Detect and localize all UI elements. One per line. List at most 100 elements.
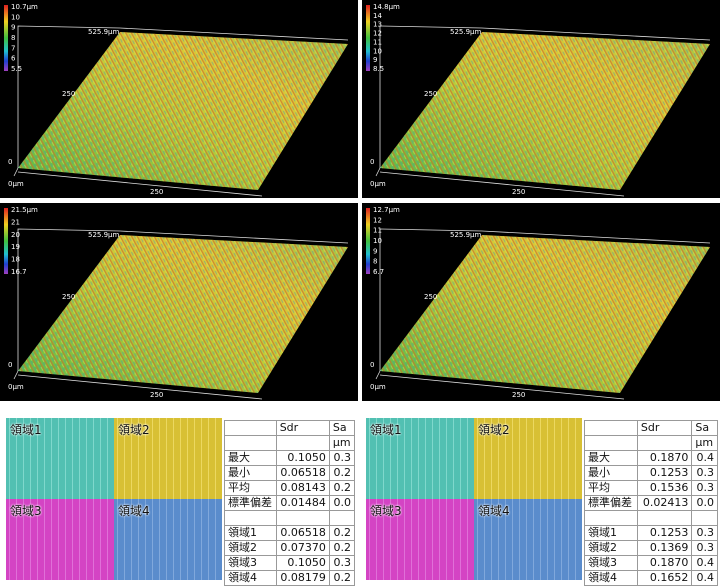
scale-label: 19 [11, 243, 20, 251]
region-quadrant: 領域2 [474, 418, 582, 499]
data-row: 標準偏差 0.02413 0.0 [584, 495, 718, 511]
row-label: 領域1 [224, 525, 277, 541]
data-row: 領域4 0.1652 0.4 [584, 570, 718, 586]
scale-label: 16.7 [11, 268, 27, 276]
value-cell: 0.1050 [275, 555, 330, 571]
data-row: 領域4 0.08179 0.2 [224, 570, 356, 586]
scale-label: 13 [373, 21, 382, 29]
column-header: Sa [328, 420, 356, 436]
color-bar [4, 208, 8, 274]
scale-label: 6 [11, 55, 16, 63]
surface-plot: 21.5μm 21 20 19 18 16.7 525.9μm 250 0 0μm 250 [0, 203, 358, 401]
axis-label: 0 [370, 361, 374, 369]
row-label: 標準偏差 [224, 495, 277, 511]
region-quadrant: 領域2 [114, 418, 222, 499]
axis-label: 0 [370, 158, 374, 166]
value-cell: 0.06518 [275, 465, 330, 481]
region-label: 領域4 [118, 504, 150, 518]
data-row: 最小 0.1253 0.3 [584, 465, 718, 481]
value-cell: 0.2 [328, 480, 356, 496]
region-label: 領域2 [118, 423, 150, 437]
row-label: 領域4 [584, 570, 638, 586]
column-header: Sa [691, 420, 718, 436]
axis-label: 525.9μm [88, 28, 119, 36]
spacer-row [224, 510, 356, 526]
scale-label: 12 [373, 30, 382, 38]
axis-label: 525.9μm [450, 231, 481, 239]
axis-line [375, 167, 381, 177]
scale-label: 10 [373, 237, 382, 245]
color-bar [366, 208, 370, 274]
axis-label: 250 [424, 293, 437, 301]
region-image: 領域1 領域2 領域3 領域4 [366, 418, 582, 580]
value-cell: 0.1369 [636, 540, 693, 556]
region-panel: 領域1 領域2 領域3 領域4 Sdr Sa μm 最大 0.1870 0.4 最小 0.1253 0.… [366, 418, 720, 586]
data-row: 最大 0.1870 0.4 [584, 450, 718, 466]
data-row: 平均 0.1536 0.3 [584, 480, 718, 496]
region-label: 領域2 [478, 423, 510, 437]
blank-cell [224, 435, 277, 451]
region-label: 領域1 [10, 423, 42, 437]
scale-label: 5.5 [11, 65, 22, 73]
surface-texture [18, 32, 348, 190]
axis-label: 525.9μm [88, 231, 119, 239]
axis-label: 250 [150, 391, 163, 399]
row-label: 領域2 [224, 540, 277, 556]
axis-label: 0μm [370, 383, 386, 391]
axis-line [13, 167, 19, 177]
scale-label: 12.7μm [373, 206, 400, 214]
region-label: 領域3 [10, 504, 42, 518]
scale-label: 12 [373, 216, 382, 224]
value-cell: 0.3 [328, 450, 356, 466]
scale-label: 11 [373, 38, 382, 46]
region-quadrant: 領域4 [474, 499, 582, 580]
scale-label: 20 [11, 231, 20, 239]
data-row: 領域2 0.07370 0.2 [224, 540, 356, 556]
blank-cell [636, 435, 693, 451]
row-label: 標準偏差 [584, 495, 638, 511]
data-row: 最大 0.1050 0.3 [224, 450, 356, 466]
axis-frame [17, 228, 349, 371]
axis-label: 0μm [370, 180, 386, 188]
row-label: 領域3 [584, 555, 638, 571]
blank-cell [328, 510, 356, 526]
value-cell: 0.4 [691, 555, 718, 571]
scale-label: 10 [11, 13, 20, 21]
unit-cell: μm [328, 435, 356, 451]
axis-label: 525.9μm [450, 28, 481, 36]
value-cell: 0.3 [691, 465, 718, 481]
scale-label: 8 [11, 34, 15, 42]
data-row: 領域1 0.1253 0.3 [584, 525, 718, 541]
value-cell: 0.07370 [275, 540, 330, 556]
scale-label: 10 [373, 47, 382, 55]
surface-texture [18, 235, 348, 393]
axis-label: 250 [62, 293, 75, 301]
scale-label: 21.5μm [11, 206, 38, 214]
blank-cell [636, 510, 693, 526]
value-cell: 0.0 [328, 495, 356, 511]
scale-label: 10.7μm [11, 3, 38, 11]
header-row: Sdr Sa [584, 420, 718, 436]
value-cell: 0.01484 [275, 495, 330, 511]
unit-row: μm [224, 435, 356, 451]
axis-frame [379, 228, 711, 371]
row-label: 領域2 [584, 540, 638, 556]
surface-plot: 10.7μm 10 9 8 7 6 5.5 525.9μm 250 0 0μm 250 [0, 0, 358, 198]
column-header: Sdr [636, 420, 693, 436]
value-cell: 0.1870 [636, 555, 693, 571]
blank-cell [691, 510, 718, 526]
row-label: 最小 [584, 465, 638, 481]
axis-label: 250 [512, 391, 525, 399]
axis-label: 250 [512, 188, 525, 196]
row-label: 領域3 [224, 555, 277, 571]
blank-cell [224, 420, 277, 436]
axis-label: 250 [150, 188, 163, 196]
scale-label: 6.7 [373, 268, 384, 276]
stats-table: Sdr Sa μm 最大 0.1870 0.4 最小 0.1253 0.3 平均 0.1536 0.3… [584, 420, 718, 586]
region-label: 領域1 [370, 423, 402, 437]
value-cell: 0.1253 [636, 525, 693, 541]
row-label: 最大 [584, 450, 638, 466]
region-label: 領域3 [370, 504, 402, 518]
